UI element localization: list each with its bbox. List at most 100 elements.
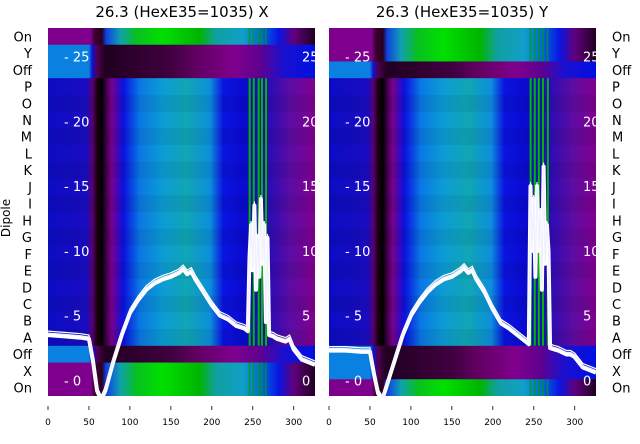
row-label: X: [612, 365, 621, 380]
row-label: P: [612, 81, 620, 96]
row-label: A: [23, 331, 32, 346]
heatmap-green-stripe: [541, 28, 544, 62]
row-label: J: [27, 181, 32, 196]
inner-y-tick-label: - 10: [64, 245, 89, 260]
heatmap-green-stripe: [248, 78, 251, 346]
signal-line-trace: [329, 164, 596, 396]
row-label: L: [612, 147, 620, 162]
row-label: B: [612, 315, 621, 330]
heatmap-row-shade: [48, 295, 315, 313]
heatmap-green-stripe: [541, 379, 544, 396]
inner-y-tick-label: - 20: [64, 115, 89, 130]
row-label: H: [22, 214, 32, 229]
heatmap-green-stripe: [248, 362, 251, 396]
row-label: Off: [13, 348, 33, 363]
inner-y-tick-label-right: 10: [302, 245, 319, 260]
inner-y-tick-label-right: 5: [583, 310, 591, 325]
row-label: D: [612, 281, 622, 296]
chart-title-x: 26.3 (HexE35=1035) X: [95, 3, 268, 21]
inner-y-tick-label: - 5: [64, 310, 81, 325]
row-label: A: [612, 331, 621, 346]
heatmap-green-stripe: [546, 78, 549, 346]
heatmap-band-on: [48, 28, 315, 46]
x-tick-label: 0: [326, 418, 332, 428]
x-tick-label: 200: [203, 418, 220, 428]
heatmap-band-on: [329, 28, 596, 62]
heatmap-green-stripe: [533, 379, 536, 396]
heatmap-row-shade: [48, 228, 315, 246]
row-label: C: [612, 298, 621, 313]
row-label: L: [25, 147, 33, 162]
x-tick-label: 250: [244, 418, 261, 428]
row-label: X: [23, 365, 32, 380]
inner-y-tick-label-right: 10: [583, 245, 600, 260]
inner-y-tick-label-right: 20: [583, 115, 600, 130]
inner-y-tick-label: - 0: [345, 374, 362, 389]
heatmap-row-shade: [329, 228, 596, 246]
heatmap-green-stripe: [257, 362, 260, 396]
row-label: On: [14, 382, 32, 397]
heatmap-green-stripe: [252, 362, 255, 396]
row-label: N: [22, 114, 32, 129]
row-label: G: [612, 231, 622, 246]
heatmap-row-shade: [329, 128, 596, 146]
x-tick-label: 300: [566, 418, 583, 428]
heatmap-green-stripe: [265, 362, 267, 396]
heatmap-green-stripe: [546, 28, 549, 62]
inner-y-tick-label-right: 5: [302, 310, 310, 325]
heatmap-panel-y: - 25 25- 20 20- 15 15- 10 10- 5 5- 0 0OnYOffPO…: [326, 28, 632, 428]
heatmap-row-shade: [329, 94, 596, 112]
row-label: Y: [23, 47, 32, 62]
x-tick-label: 100: [402, 418, 419, 428]
heatmap-green-stripe: [257, 28, 260, 45]
heatmap-row-shade: [48, 195, 315, 212]
row-label: Off: [612, 348, 632, 363]
row-label: G: [22, 231, 32, 246]
row-label: E: [24, 265, 32, 280]
inner-y-tick-label: - 5: [345, 310, 362, 325]
inner-y-tick-label-right: 15: [302, 180, 319, 195]
inner-y-tick-label-right: 15: [583, 180, 600, 195]
x-tick-label: 300: [285, 418, 302, 428]
heatmap-green-stripe: [252, 28, 255, 45]
row-label: F: [612, 248, 619, 263]
row-label: C: [23, 298, 32, 313]
heatmap-green-stripe: [529, 379, 532, 396]
heatmap-band-off: [48, 44, 315, 79]
row-label: P: [24, 81, 32, 96]
heatmap-green-stripe: [546, 379, 549, 396]
row-label: J: [611, 181, 616, 196]
inner-y-tick-label: - 15: [64, 180, 89, 195]
heatmap-band-body: [329, 78, 596, 347]
inner-y-tick-label-right: 0: [302, 374, 310, 389]
x-tick-label: 0: [45, 418, 51, 428]
row-label: M: [21, 131, 32, 146]
row-label: F: [25, 248, 32, 263]
heatmap-green-stripe: [537, 379, 540, 396]
signal-line-trace: [48, 196, 315, 396]
heatmap-band-off: [48, 345, 315, 364]
row-label: D: [22, 281, 32, 296]
heatmap-green-stripe: [265, 28, 267, 45]
row-label: E: [612, 265, 620, 280]
x-tick-label: 200: [484, 418, 501, 428]
heatmap-band-on: [48, 362, 315, 396]
row-label: O: [22, 97, 32, 112]
heatmap-green-stripe: [260, 362, 263, 396]
heatmap-green-stripe: [248, 28, 251, 45]
heatmap-row-shade: [329, 329, 596, 346]
x-tick-label: 150: [443, 418, 460, 428]
row-label: On: [14, 30, 32, 45]
row-label: On: [612, 30, 630, 45]
inner-y-tick-label-right: 0: [583, 374, 591, 389]
inner-y-tick-label-right: 25: [583, 51, 600, 66]
heatmap-row-shade: [48, 128, 315, 146]
inner-y-tick-label: - 25: [64, 51, 89, 66]
x-tick-label: 100: [121, 418, 138, 428]
row-label: M: [612, 131, 623, 146]
row-label: B: [23, 315, 32, 330]
inner-y-tick-label-right: 20: [302, 115, 319, 130]
row-label: N: [612, 114, 622, 129]
row-label: K: [612, 164, 621, 179]
row-label: I: [612, 198, 616, 213]
